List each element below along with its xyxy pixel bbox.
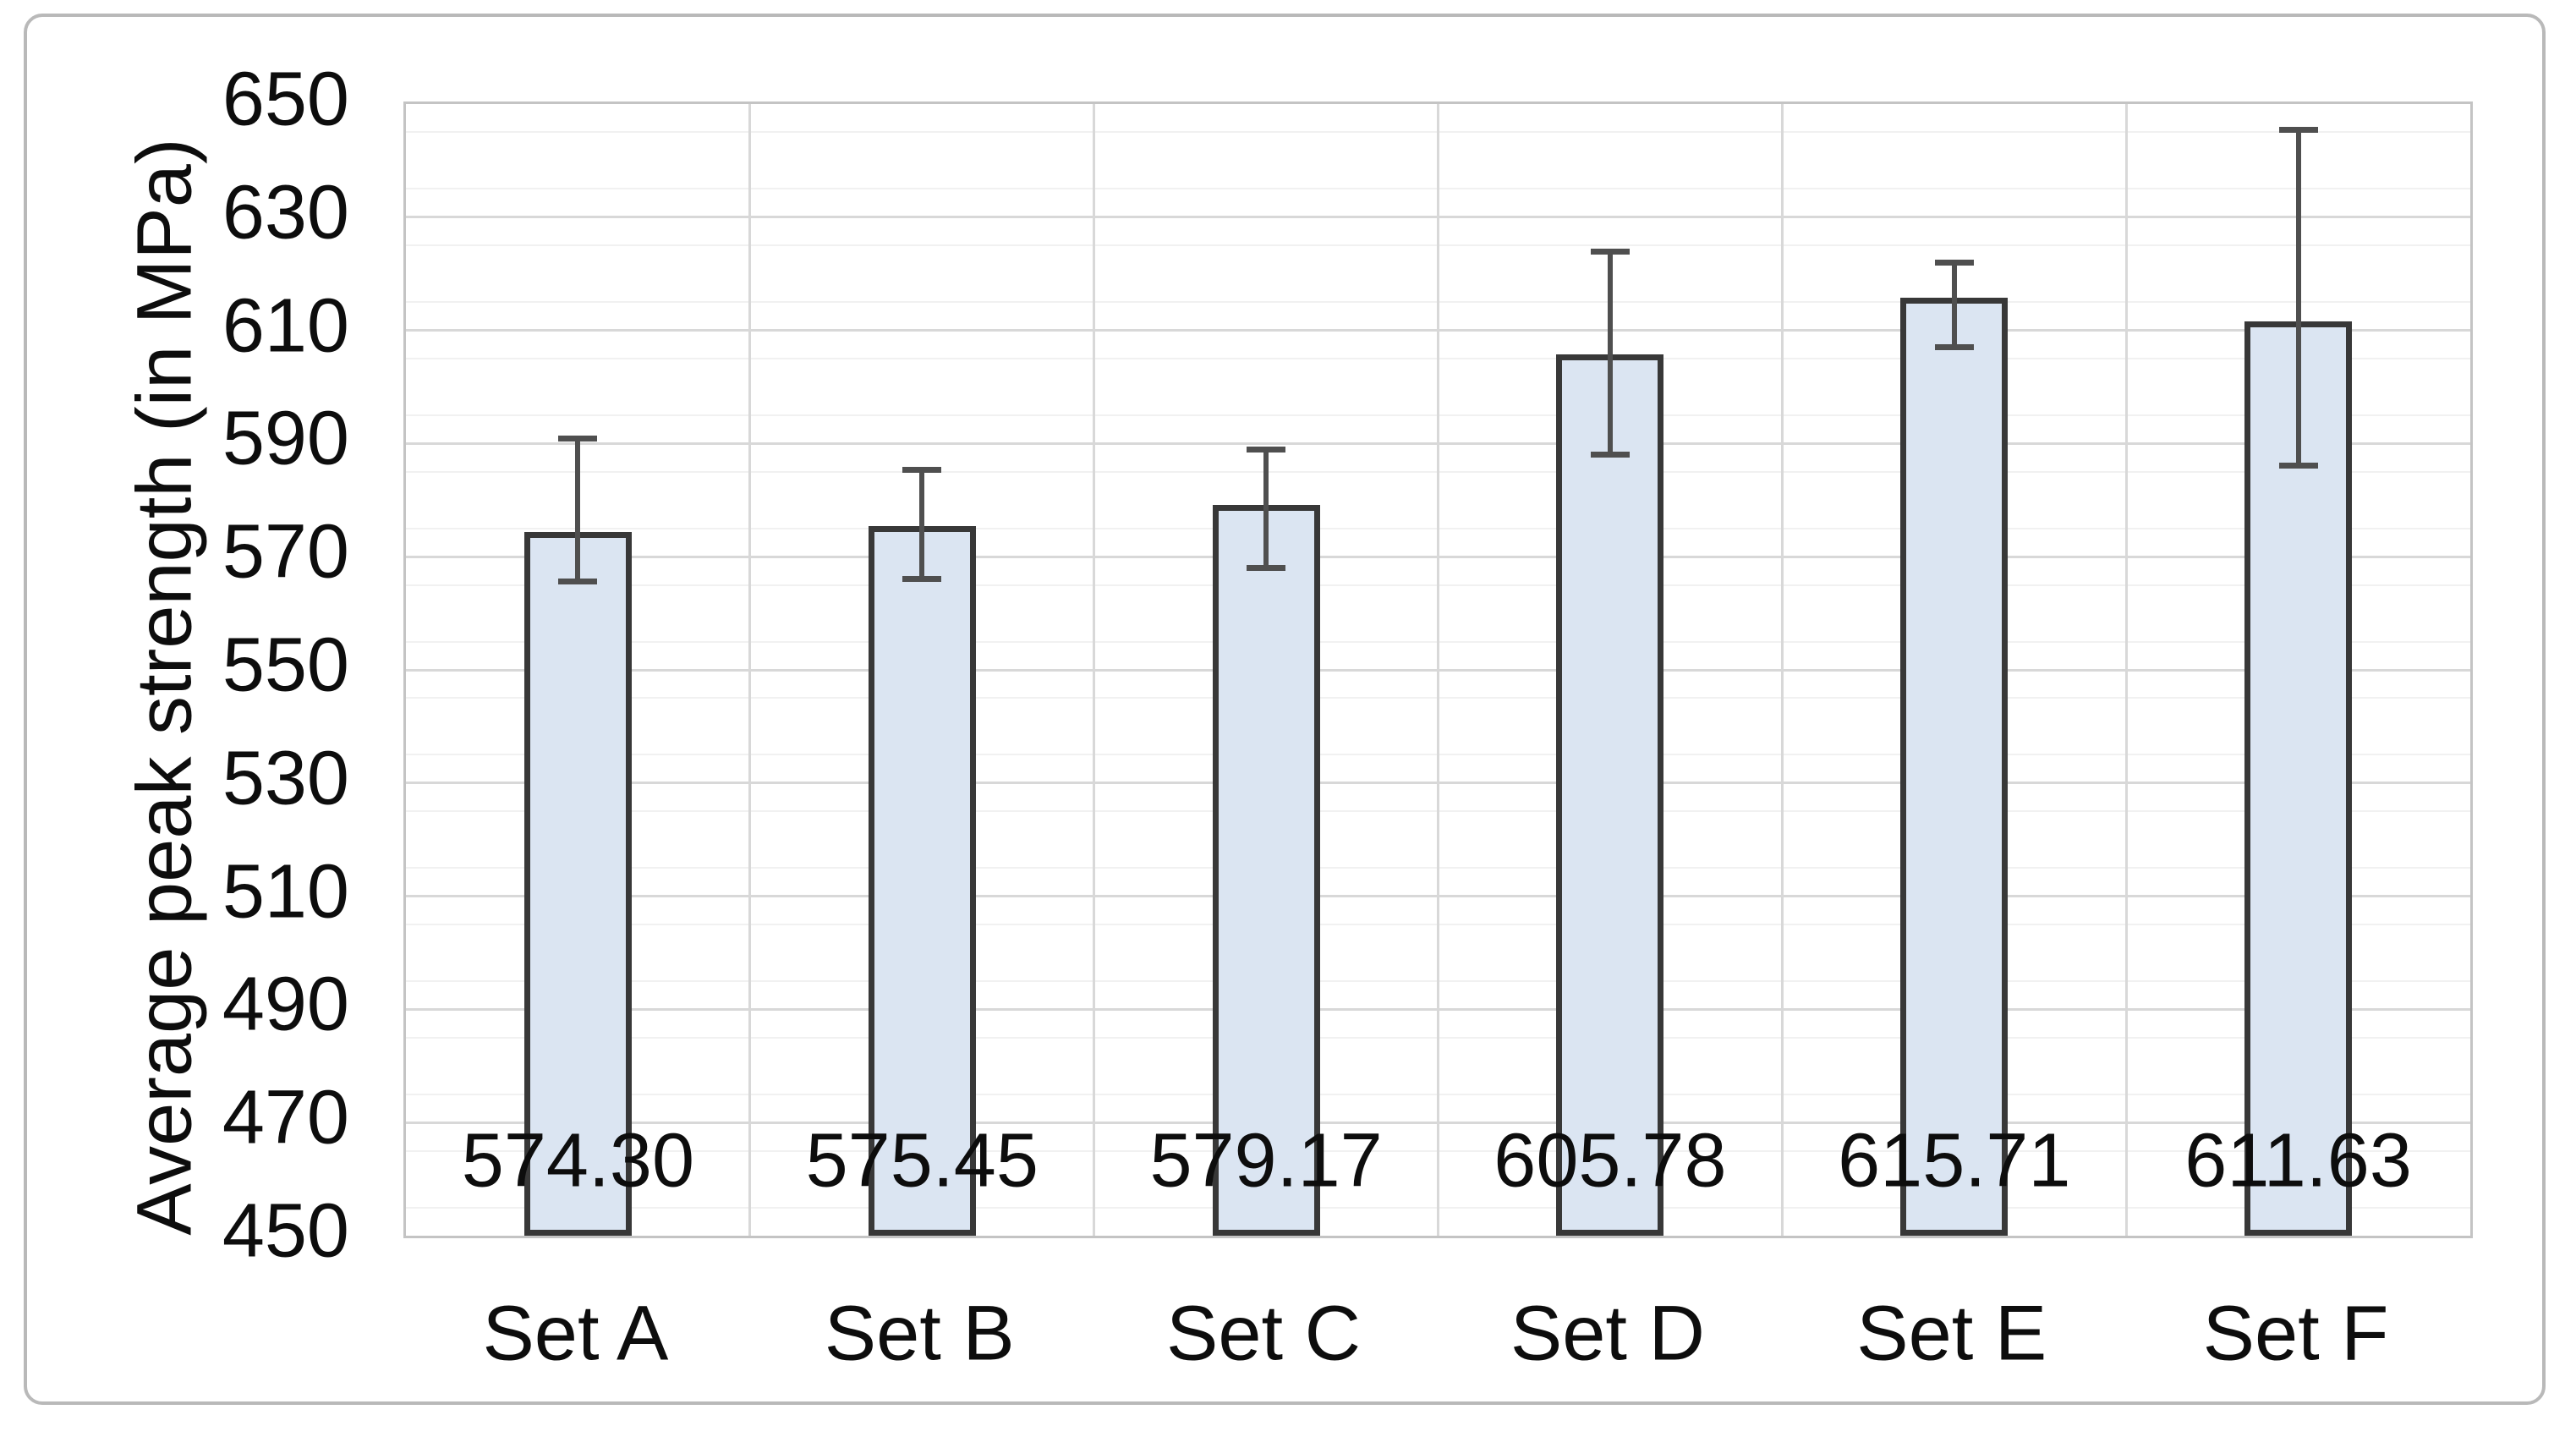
y-tick-label-450: 450 — [222, 1188, 349, 1274]
plot-area: 574.30 575.45 579.17 605.78 615.71 611.63 — [403, 101, 2473, 1238]
y-tick-label-650: 650 — [222, 57, 349, 142]
bar-set-d — [1556, 354, 1664, 1236]
error-cap-top-set-b — [902, 466, 942, 473]
x-tick-label-set-d: Set D — [1510, 1290, 1705, 1377]
data-label-set-f: 611.63 — [2184, 1118, 2412, 1204]
x-tick-label-set-c: Set C — [1166, 1290, 1362, 1377]
error-cap-top-set-c — [1247, 447, 1286, 453]
data-label-set-c: 579.17 — [1149, 1118, 1383, 1204]
y-tick-label-550: 550 — [222, 623, 349, 708]
column-separator — [748, 104, 752, 1236]
column-separator — [1093, 104, 1096, 1236]
data-label-set-e: 615.71 — [1838, 1118, 2071, 1204]
error-cap-bottom-set-e — [1934, 343, 1974, 350]
bar-set-f — [2244, 321, 2353, 1236]
y-tick-label-630: 630 — [222, 170, 349, 255]
error-bar-set-d — [1607, 250, 1613, 455]
x-tick-label-set-f: Set F — [2202, 1290, 2389, 1377]
error-cap-top-set-a — [558, 435, 598, 442]
data-label-set-a: 574.30 — [461, 1118, 695, 1204]
error-cap-bottom-set-a — [558, 579, 598, 585]
error-bar-set-f — [2295, 129, 2301, 467]
y-tick-label-570: 570 — [222, 509, 349, 595]
y-tick-label-470: 470 — [222, 1075, 349, 1160]
x-tick-label-set-b: Set B — [824, 1290, 1015, 1377]
y-tick-label-510: 510 — [222, 849, 349, 935]
error-cap-top-set-e — [1934, 260, 1974, 266]
column-separator — [1780, 104, 1784, 1236]
error-bar-set-e — [1951, 262, 1957, 348]
data-label-set-b: 575.45 — [805, 1118, 1039, 1204]
error-cap-bottom-set-b — [902, 575, 942, 582]
error-bar-set-c — [1263, 449, 1269, 568]
error-cap-top-set-f — [2278, 127, 2318, 134]
error-cap-bottom-set-d — [1590, 451, 1630, 458]
x-tick-label-set-a: Set A — [482, 1290, 669, 1377]
column-separator — [2124, 104, 2128, 1236]
bar-set-e — [1900, 298, 2009, 1236]
error-cap-bottom-set-c — [1247, 564, 1286, 571]
error-bar-set-a — [575, 437, 581, 583]
y-tick-label-530: 530 — [222, 736, 349, 821]
y-tick-label-610: 610 — [222, 283, 349, 369]
y-tick-label-490: 490 — [222, 962, 349, 1047]
x-tick-label-set-e: Set E — [1856, 1290, 2047, 1377]
data-label-set-d: 605.78 — [1494, 1118, 1727, 1204]
error-cap-top-set-d — [1590, 248, 1630, 255]
column-separator — [1437, 104, 1439, 1236]
y-tick-label-590: 590 — [222, 396, 349, 481]
error-cap-bottom-set-f — [2278, 463, 2318, 469]
error-bar-set-b — [919, 469, 925, 579]
